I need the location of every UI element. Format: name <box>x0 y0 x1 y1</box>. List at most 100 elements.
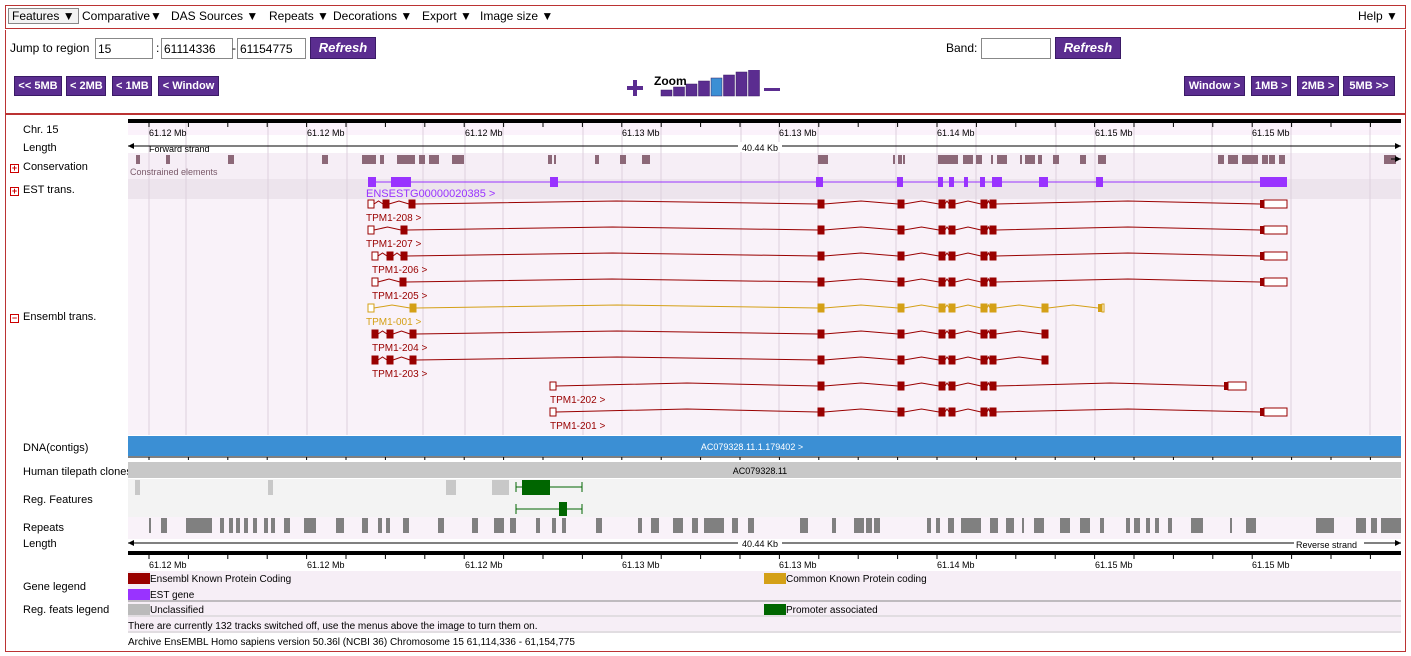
repeat-block[interactable] <box>1356 518 1366 533</box>
menu-das-sources[interactable]: DAS Sources ▼ <box>171 9 259 23</box>
transcript-exon[interactable] <box>409 355 417 365</box>
conservation-block[interactable] <box>903 155 905 164</box>
track-label-conservation[interactable]: + Conservation <box>10 161 88 173</box>
nav-back-1mb[interactable]: < 1MB <box>112 76 152 96</box>
transcript-exon[interactable] <box>989 199 997 209</box>
end-input[interactable] <box>237 38 306 59</box>
zoom-level-step[interactable] <box>698 80 710 97</box>
conservation-block[interactable] <box>991 155 993 164</box>
est-exon[interactable] <box>980 177 985 187</box>
est-exon[interactable] <box>938 177 943 187</box>
zoom-in-icon[interactable] <box>627 80 643 96</box>
track-label-ensembl[interactable]: − Ensembl trans. <box>10 311 97 323</box>
transcript-exon[interactable] <box>1260 200 1264 208</box>
transcript-exon[interactable] <box>980 329 988 339</box>
repeat-block[interactable] <box>149 518 151 533</box>
conservation-block[interactable] <box>1384 155 1396 164</box>
transcript-exon[interactable] <box>980 199 988 209</box>
est-exon[interactable] <box>1260 177 1287 187</box>
transcript-exon[interactable] <box>948 303 956 313</box>
transcript-exon[interactable] <box>948 407 956 417</box>
menu-repeats[interactable]: Repeats ▼ <box>269 9 329 23</box>
repeat-block[interactable] <box>494 518 504 533</box>
repeat-block[interactable] <box>220 518 224 533</box>
transcript-utr[interactable] <box>1263 251 1288 261</box>
transcript-exon[interactable] <box>989 303 997 313</box>
transcript-utr[interactable] <box>1263 225 1288 235</box>
transcript-exon[interactable] <box>938 199 946 209</box>
repeat-block[interactable] <box>832 518 836 533</box>
repeat-block[interactable] <box>936 518 940 533</box>
repeat-block[interactable] <box>1371 518 1377 533</box>
conservation-block[interactable] <box>362 155 376 164</box>
transcript-label[interactable]: TPM1-201 > <box>550 421 605 432</box>
conservation-block[interactable] <box>554 155 556 164</box>
transcript-label[interactable]: TPM1-204 > <box>372 343 427 354</box>
repeat-block[interactable] <box>386 518 390 533</box>
nav-fwd-5mb[interactable]: 5MB >> <box>1343 76 1395 96</box>
transcript-exon[interactable] <box>817 329 825 339</box>
transcript-exon[interactable] <box>1260 252 1264 260</box>
zoom-level-step[interactable] <box>748 70 760 97</box>
transcript-exon[interactable] <box>980 251 988 261</box>
conservation-block[interactable] <box>976 155 982 164</box>
conservation-block[interactable] <box>429 155 439 164</box>
repeat-block[interactable] <box>161 518 167 533</box>
transcript-exon[interactable] <box>1041 329 1049 339</box>
contig-bar[interactable] <box>128 436 1401 456</box>
transcript-exon[interactable] <box>989 251 997 261</box>
conservation-block[interactable] <box>1218 155 1224 164</box>
repeat-block[interactable] <box>732 518 738 533</box>
transcript-exon[interactable] <box>948 199 956 209</box>
repeat-block[interactable] <box>990 518 998 533</box>
repeat-block[interactable] <box>403 518 409 533</box>
transcript-exon[interactable] <box>980 355 988 365</box>
transcript-exon[interactable] <box>989 381 997 391</box>
transcript-3[interactable]: TPM1-206 > <box>371 251 1288 276</box>
transcript-exon[interactable] <box>1098 304 1102 312</box>
repeat-block[interactable] <box>948 518 954 533</box>
nav-fwd-2mb[interactable]: 2MB > <box>1297 76 1339 96</box>
repeat-block[interactable] <box>362 518 368 533</box>
transcript-exon[interactable] <box>897 225 905 235</box>
conservation-block[interactable] <box>826 155 828 164</box>
transcript-exon[interactable] <box>367 303 375 313</box>
transcript-exon[interactable] <box>549 407 557 417</box>
repeat-block[interactable] <box>858 518 864 533</box>
repeat-block[interactable] <box>1155 518 1159 533</box>
nav-fwd-1mb[interactable]: 1MB > <box>1251 76 1291 96</box>
transcript-4[interactable]: TPM1-205 > <box>371 277 1288 302</box>
transcript-exon[interactable] <box>409 329 417 339</box>
transcript-9[interactable]: TPM1-201 > <box>549 407 1288 432</box>
est-exon[interactable] <box>897 177 903 187</box>
transcript-exon[interactable] <box>409 303 417 313</box>
conservation-block[interactable] <box>228 155 234 164</box>
conservation-block[interactable] <box>1080 155 1086 164</box>
transcript-exon[interactable] <box>1041 355 1049 365</box>
transcript-7[interactable]: TPM1-203 > <box>371 355 1049 380</box>
zoom-level-step[interactable] <box>660 89 673 97</box>
transcript-exon[interactable] <box>367 199 375 209</box>
transcript-2[interactable]: TPM1-207 > <box>366 225 1288 250</box>
transcript-exon[interactable] <box>897 407 905 417</box>
transcript-exon[interactable] <box>989 329 997 339</box>
repeat-block[interactable] <box>536 518 540 533</box>
repeat-block[interactable] <box>510 518 516 533</box>
clone-label[interactable]: AC079328.11 <box>733 466 787 476</box>
conservation-block[interactable] <box>620 155 626 164</box>
transcript-exon[interactable] <box>817 225 825 235</box>
repeat-block[interactable] <box>378 518 382 533</box>
est-exon[interactable] <box>1039 177 1048 187</box>
transcript-exon[interactable] <box>980 277 988 287</box>
transcript-exon[interactable] <box>938 407 946 417</box>
transcript-label[interactable]: TPM1-001 > <box>366 317 421 328</box>
transcript-exon[interactable] <box>989 277 997 287</box>
conservation-block[interactable] <box>1262 155 1268 164</box>
reg-feature-unclassified[interactable] <box>268 480 273 495</box>
conservation-block[interactable] <box>1053 155 1059 164</box>
reg-feature-promoter[interactable] <box>522 480 550 495</box>
repeat-block[interactable] <box>186 518 212 533</box>
transcript-exon[interactable] <box>386 329 394 339</box>
transcript-exon[interactable] <box>400 225 408 235</box>
band-refresh-button[interactable]: Refresh <box>1055 37 1121 59</box>
